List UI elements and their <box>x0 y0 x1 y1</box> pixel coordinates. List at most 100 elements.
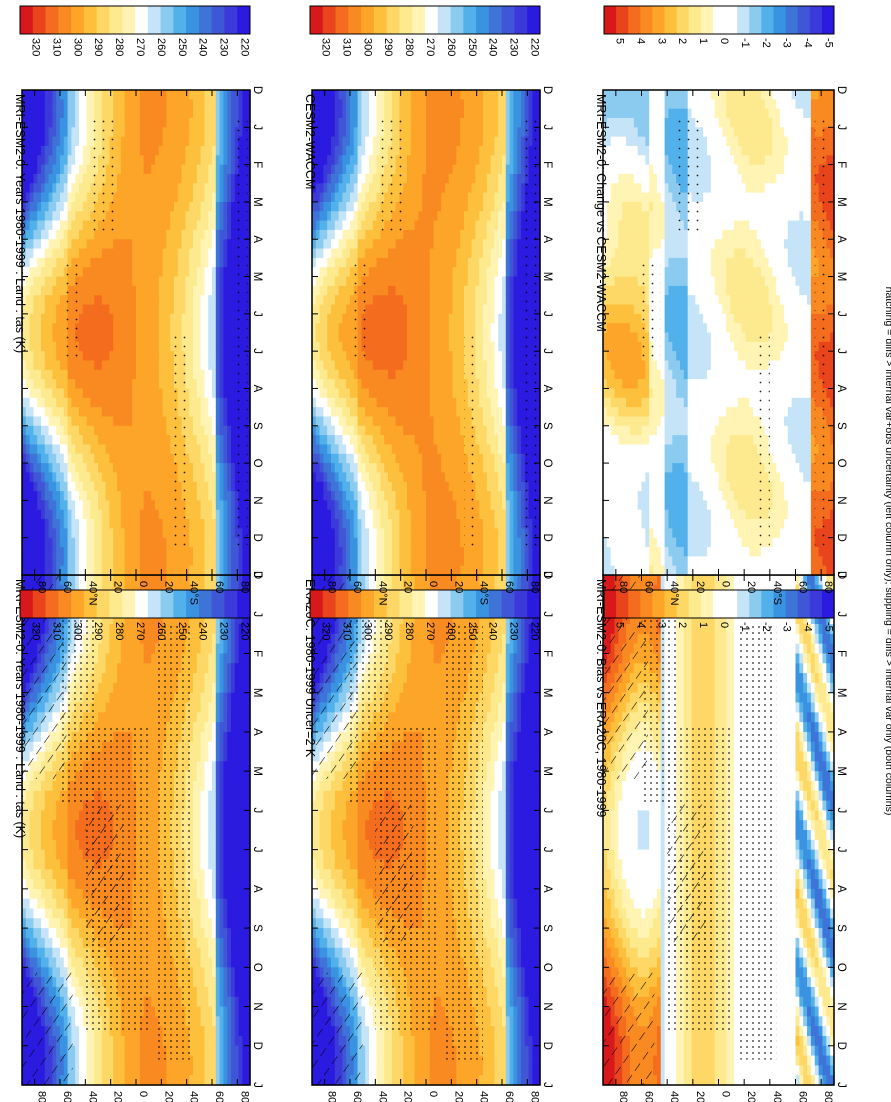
heat-cell <box>204 731 209 743</box>
heat-cell <box>219 682 224 694</box>
heat-cell <box>37 859 42 870</box>
heat-cell <box>437 1035 442 1047</box>
heat-cell <box>361 986 366 998</box>
heat-cell <box>418 1055 423 1066</box>
heat-cell <box>208 624 213 635</box>
heat-cell <box>365 849 370 861</box>
heat-cell <box>79 996 84 1008</box>
heat-cell <box>338 830 343 841</box>
heat-cell <box>196 702 202 713</box>
heat-cell <box>234 869 240 880</box>
heat-cell <box>117 653 122 664</box>
heat-cell <box>98 1075 103 1086</box>
heat-cell <box>365 1065 370 1076</box>
heat-cell <box>124 1055 129 1066</box>
heat-cell <box>71 977 76 988</box>
heat-cell <box>44 947 50 959</box>
heat-cell <box>117 643 122 655</box>
heat-cell <box>22 790 27 802</box>
heat-cell <box>215 908 221 919</box>
heat-cell <box>422 1045 427 1057</box>
heat-cell <box>246 1035 251 1047</box>
heat-cell <box>323 849 328 861</box>
heat-cell <box>414 1075 419 1086</box>
heat-cell <box>227 1006 232 1017</box>
heat-cell <box>196 1045 202 1057</box>
heat-cell <box>376 575 381 586</box>
heat-cell <box>372 869 378 880</box>
heat-cell <box>56 800 61 811</box>
heat-cell <box>350 937 355 949</box>
heat-cell <box>44 957 50 968</box>
heat-cell <box>193 869 198 880</box>
heat-cell <box>399 614 404 625</box>
heat-cell <box>196 1026 202 1037</box>
heat-cell <box>128 614 133 625</box>
heat-cell <box>342 810 347 821</box>
heat-cell <box>369 957 374 968</box>
heat-cell <box>196 1075 202 1086</box>
heat-cell <box>101 1045 107 1057</box>
heat-cell <box>231 1065 236 1076</box>
heat-cell <box>25 820 31 831</box>
heat-cell <box>41 888 46 900</box>
heat-cell <box>200 702 205 713</box>
heat-cell <box>132 624 137 635</box>
heat-cell <box>204 859 209 870</box>
heat-cell <box>422 1075 427 1086</box>
heat-cell <box>403 643 408 655</box>
heat-cell <box>312 790 317 802</box>
month-tick-label: A <box>251 885 263 893</box>
heat-cell <box>82 947 88 959</box>
heat-cell <box>79 1035 84 1047</box>
heat-cell <box>357 947 362 959</box>
heat-cell <box>312 957 317 968</box>
heat-cell <box>223 879 228 890</box>
heat-cell <box>162 1055 167 1066</box>
heat-cell <box>22 839 27 851</box>
heat-cell <box>67 800 72 811</box>
heat-cell <box>312 820 317 831</box>
heat-cell <box>67 888 72 900</box>
heat-cell <box>338 928 343 939</box>
heat-cell <box>246 761 251 772</box>
heat-cell <box>166 1055 171 1066</box>
heat-cell <box>136 692 141 704</box>
lat-tick-label: 80 <box>36 1091 48 1102</box>
heat-cell <box>361 820 366 831</box>
heat-cell <box>418 575 423 586</box>
month-tick-label: S <box>251 924 263 932</box>
heat-cell <box>79 918 84 929</box>
heat-cell <box>319 918 324 929</box>
heat-cell <box>82 918 88 929</box>
heat-cell <box>151 673 156 684</box>
heat-cell <box>181 1075 186 1086</box>
heat-cell <box>246 722 251 733</box>
heat-cell <box>223 967 228 978</box>
heat-cell <box>338 879 343 890</box>
heat-cell <box>403 1065 408 1076</box>
heat-cell <box>238 702 243 713</box>
heat-cell <box>37 967 42 978</box>
heat-cell <box>151 1075 156 1086</box>
heat-cell <box>196 673 202 684</box>
heat-cell <box>242 761 247 772</box>
heat-cell <box>242 780 247 792</box>
heat-cell <box>395 692 400 704</box>
heat-cell <box>196 957 202 968</box>
heat-cell <box>219 741 224 753</box>
heat-cell <box>67 967 72 978</box>
heat-cell <box>242 928 247 939</box>
heat-cell <box>79 928 84 939</box>
heat-cell <box>60 937 65 949</box>
heat-cell <box>98 722 103 733</box>
heat-cell <box>215 771 221 782</box>
heat-cell <box>67 869 72 880</box>
colorbar-swatch <box>211 590 225 618</box>
heat-cell <box>338 957 343 968</box>
heat-cell <box>410 722 416 733</box>
heat-cell <box>200 967 205 978</box>
heat-cell <box>407 682 412 694</box>
heat-cell <box>231 1055 236 1066</box>
heat-cell <box>395 682 400 694</box>
